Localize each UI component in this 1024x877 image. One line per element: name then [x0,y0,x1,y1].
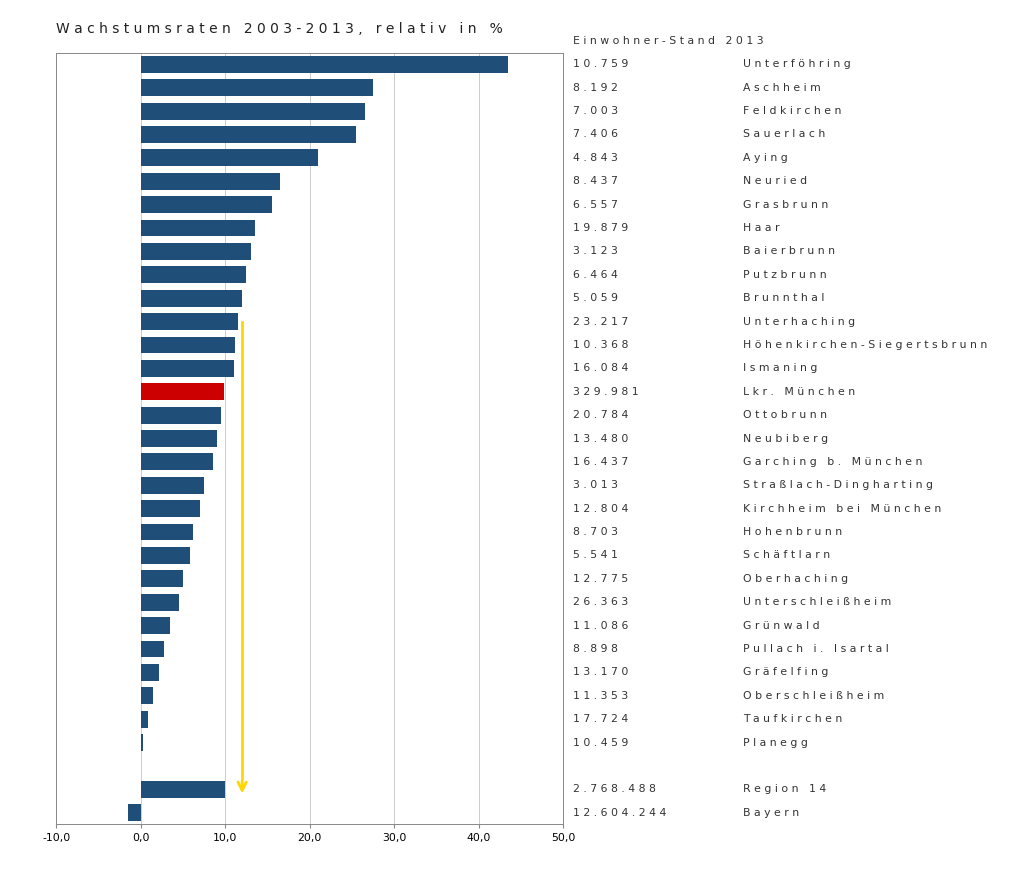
Text: I s m a n i n g: I s m a n i n g [742,363,817,374]
Bar [141,79,373,96]
Text: O b e r h a c h i n g: O b e r h a c h i n g [742,574,848,584]
Text: H ö h e n k i r c h e n - S i e g e r t s b r u n n: H ö h e n k i r c h e n - S i e g e r t … [742,340,987,350]
Text: 6 . 4 6 4: 6 . 4 6 4 [573,270,618,280]
Bar [141,570,183,588]
Bar [141,781,225,798]
Text: R e g i o n   1 4: R e g i o n 1 4 [742,784,826,795]
Text: O b e r s c h l e i ß h e i m: O b e r s c h l e i ß h e i m [742,691,884,701]
Text: 7 . 4 0 6: 7 . 4 0 6 [573,130,618,139]
Bar [141,337,236,353]
Text: T a u f k i r c h e n: T a u f k i r c h e n [742,714,842,724]
Bar [141,196,271,213]
Bar [141,547,189,564]
Text: E i n w o h n e r - S t a n d   2 0 1 3: E i n w o h n e r - S t a n d 2 0 1 3 [573,36,764,46]
Text: 1 3 . 1 7 0: 1 3 . 1 7 0 [573,667,629,677]
Bar [141,430,217,447]
Text: W a c h s t u m s r a t e n   2 0 0 3 - 2 0 1 3 ,   r e l a t i v   i n   %: W a c h s t u m s r a t e n 2 0 0 3 - 2 … [56,22,503,36]
Text: 1 7 . 7 2 4: 1 7 . 7 2 4 [573,714,629,724]
Text: 6 . 5 5 7: 6 . 5 5 7 [573,200,618,210]
Bar [141,594,179,610]
Text: H a a r: H a a r [742,223,779,233]
Text: G r ä f e l f i n g: G r ä f e l f i n g [742,667,828,677]
Text: H o h e n b r u n n: H o h e n b r u n n [742,527,842,537]
Text: B r u n n t h a l: B r u n n t h a l [742,293,824,303]
Bar [141,734,143,751]
Text: P u l l a c h   i .   I s a r t a l: P u l l a c h i . I s a r t a l [742,644,889,654]
Text: A s c h h e i m: A s c h h e i m [742,82,820,93]
Text: S a u e r l a c h: S a u e r l a c h [742,130,825,139]
Text: 8 . 7 0 3: 8 . 7 0 3 [573,527,618,537]
Text: A y i n g: A y i n g [742,153,787,163]
Text: B a i e r b r u n n: B a i e r b r u n n [742,246,835,256]
Text: 7 . 0 0 3: 7 . 0 0 3 [573,106,618,116]
Text: N e u b i b e r g: N e u b i b e r g [742,433,827,444]
Text: 3 . 1 2 3: 3 . 1 2 3 [573,246,618,256]
Text: 2 6 . 3 6 3: 2 6 . 3 6 3 [573,597,629,607]
Bar [141,453,213,470]
Bar [141,640,165,658]
Text: U n t e r h a c h i n g: U n t e r h a c h i n g [742,317,855,326]
Bar [141,173,281,189]
Text: 5 . 5 4 1: 5 . 5 4 1 [573,551,618,560]
Bar [141,524,194,540]
Text: 1 0 . 3 6 8: 1 0 . 3 6 8 [573,340,629,350]
Text: L k r .   M ü n c h e n: L k r . M ü n c h e n [742,387,855,396]
Bar [141,267,247,283]
Text: 1 0 . 4 5 9: 1 0 . 4 5 9 [573,738,629,747]
Bar [141,407,221,424]
Text: 8 . 8 9 8: 8 . 8 9 8 [573,644,618,654]
Bar [141,664,160,681]
Text: K i r c h h e i m   b e i   M ü n c h e n: K i r c h h e i m b e i M ü n c h e n [742,503,941,514]
Text: 1 6 . 4 3 7: 1 6 . 4 3 7 [573,457,629,467]
Text: 1 1 . 0 8 6: 1 1 . 0 8 6 [573,621,629,631]
Text: 1 6 . 0 8 4: 1 6 . 0 8 4 [573,363,629,374]
Bar [141,149,318,167]
Text: S c h ä f t l a r n: S c h ä f t l a r n [742,551,829,560]
Text: 5 . 0 5 9: 5 . 0 5 9 [573,293,618,303]
Text: U n t e r f ö h r i n g: U n t e r f ö h r i n g [742,60,851,69]
Text: 2 3 . 2 1 7: 2 3 . 2 1 7 [573,317,629,326]
Bar [141,56,508,73]
Bar [141,500,200,517]
Text: 8 . 1 9 2: 8 . 1 9 2 [573,82,618,93]
Text: 1 3 . 4 8 0: 1 3 . 4 8 0 [573,433,629,444]
Text: P l a n e g g: P l a n e g g [742,738,808,747]
Text: 3 2 9 . 9 8 1: 3 2 9 . 9 8 1 [573,387,639,396]
Bar [128,804,141,821]
Text: G r ü n w a l d: G r ü n w a l d [742,621,819,631]
Text: 3 . 0 1 3: 3 . 0 1 3 [573,481,618,490]
Bar [141,710,147,728]
Text: 1 2 . 8 0 4: 1 2 . 8 0 4 [573,503,629,514]
Bar [141,688,154,704]
Text: G a r c h i n g   b .   M ü n c h e n: G a r c h i n g b . M ü n c h e n [742,457,922,467]
Bar [141,103,365,119]
Bar [141,477,204,494]
Text: 2 . 7 6 8 . 4 8 8: 2 . 7 6 8 . 4 8 8 [573,784,656,795]
Bar [141,313,238,330]
Bar [141,360,233,377]
Text: 2 0 . 7 8 4: 2 0 . 7 8 4 [573,410,629,420]
Text: 1 2 . 7 7 5: 1 2 . 7 7 5 [573,574,629,584]
Text: F e l d k i r c h e n: F e l d k i r c h e n [742,106,841,116]
Text: S t r a ß l a c h - D i n g h a r t i n g: S t r a ß l a c h - D i n g h a r t i n … [742,481,933,490]
Text: O t t o b r u n n: O t t o b r u n n [742,410,826,420]
Bar [141,243,251,260]
Text: N e u r i e d: N e u r i e d [742,176,807,186]
Text: 4 . 8 4 3: 4 . 8 4 3 [573,153,618,163]
Text: 1 0 . 7 5 9: 1 0 . 7 5 9 [573,60,629,69]
Bar [141,289,243,307]
Text: B a y e r n: B a y e r n [742,808,799,817]
Text: 1 2 . 6 0 4 . 2 4 4: 1 2 . 6 0 4 . 2 4 4 [573,808,667,817]
Text: P u t z b r u n n: P u t z b r u n n [742,270,826,280]
Text: 1 1 . 3 5 3: 1 1 . 3 5 3 [573,691,629,701]
Bar [141,383,223,400]
Text: 8 . 4 3 7: 8 . 4 3 7 [573,176,618,186]
Text: G r a s b r u n n: G r a s b r u n n [742,200,828,210]
Bar [141,126,356,143]
Bar [141,219,255,237]
Bar [141,617,170,634]
Text: U n t e r s c h l e i ß h e i m: U n t e r s c h l e i ß h e i m [742,597,891,607]
Text: 1 9 . 8 7 9: 1 9 . 8 7 9 [573,223,629,233]
